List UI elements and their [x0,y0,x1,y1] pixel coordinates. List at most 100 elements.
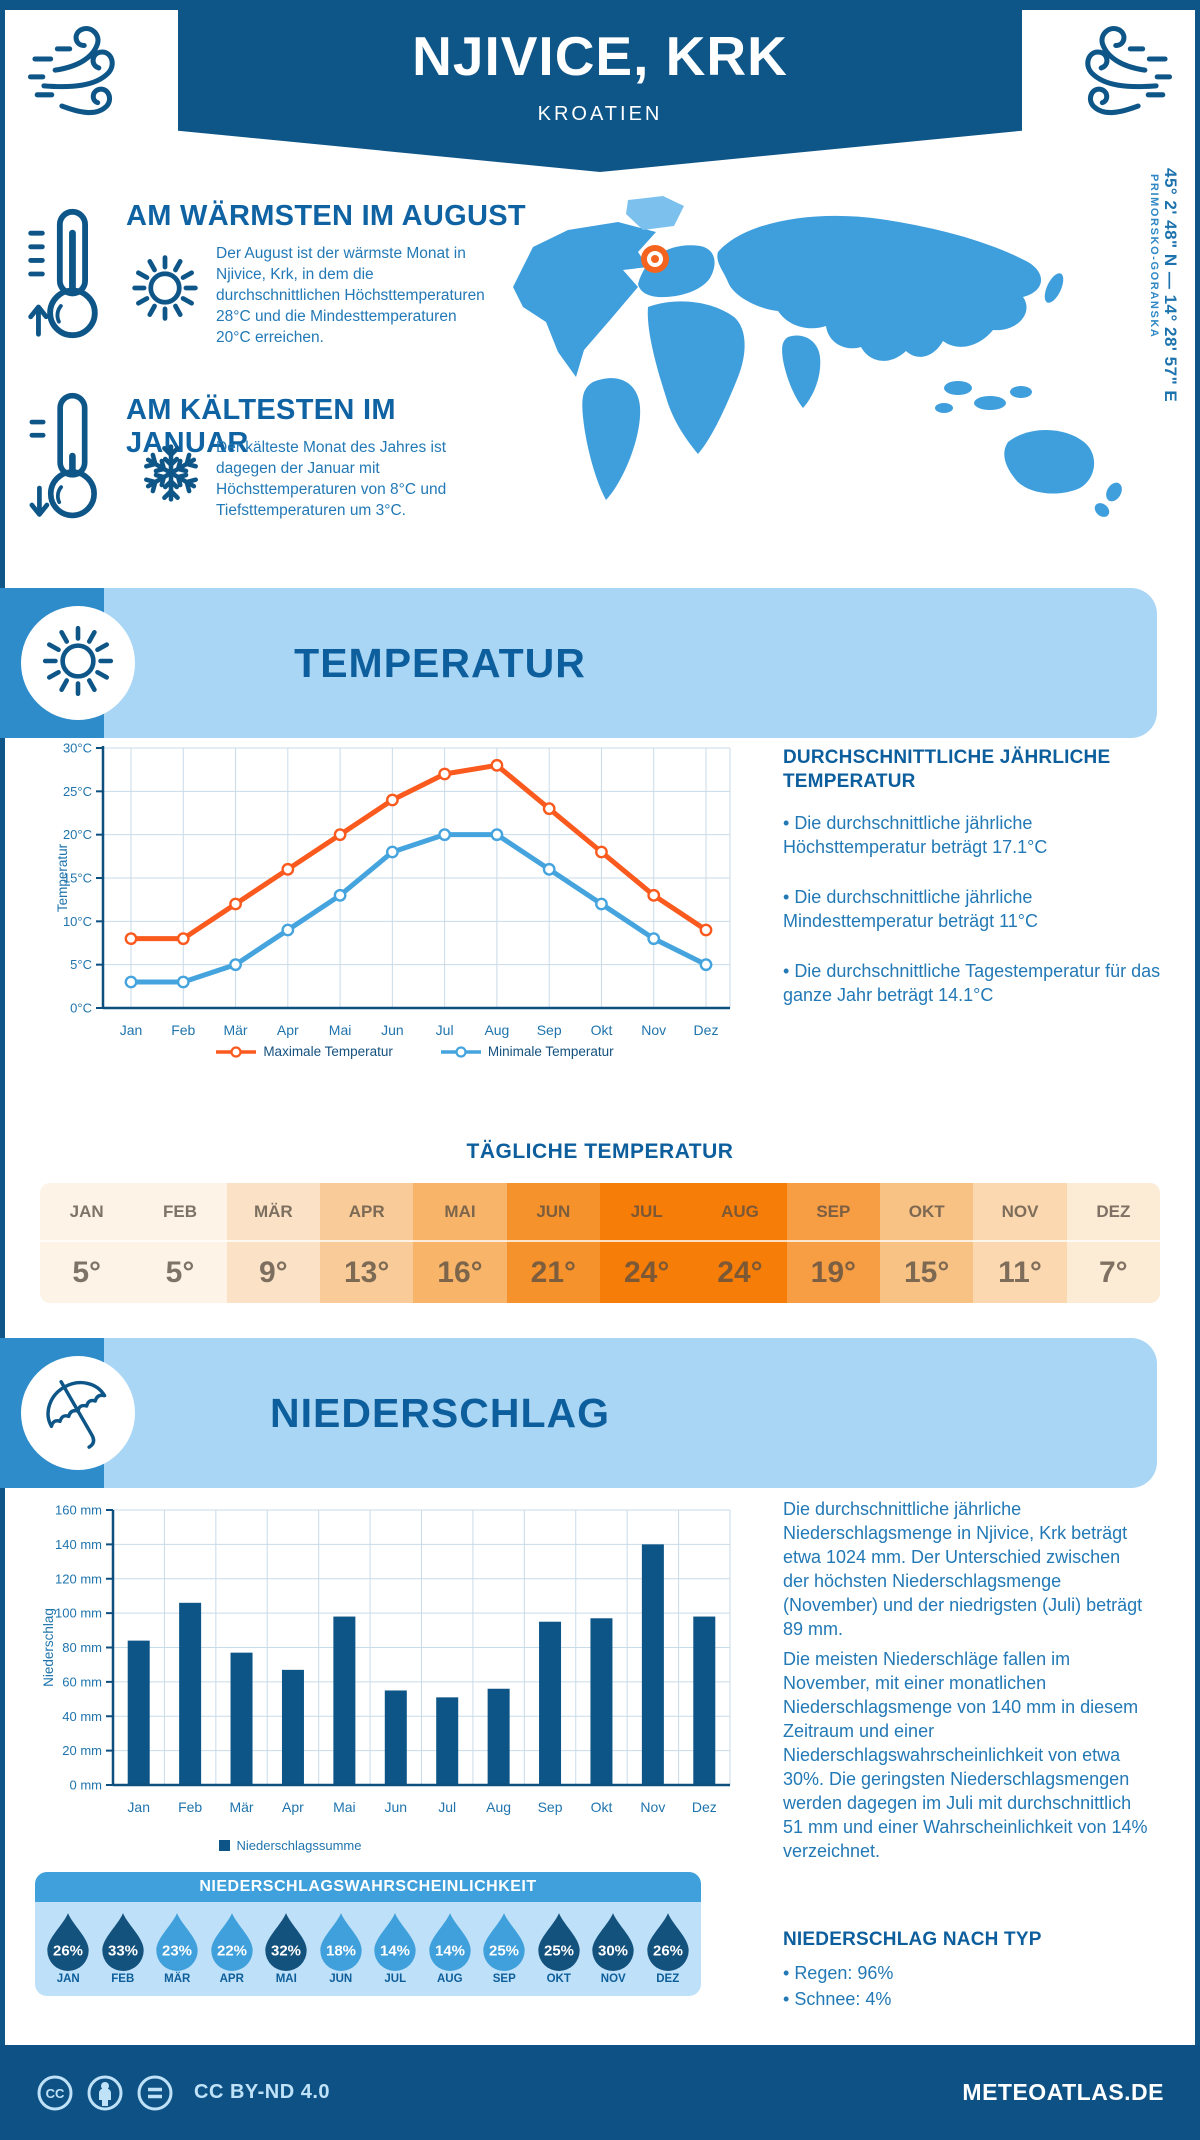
svg-text:100 mm: 100 mm [55,1606,102,1621]
svg-text:30%: 30% [598,1942,628,1959]
cc-by-icon [87,2075,123,2110]
precipitation-band [0,1338,1157,1488]
legend-square-icon [218,1840,230,1851]
svg-text:Apr: Apr [282,1799,304,1815]
temperature-band [0,588,1157,738]
svg-text:CC: CC [46,2086,65,2101]
daily-table-month: MAI [413,1183,507,1242]
svg-text:60 mm: 60 mm [62,1674,102,1689]
daily-table-value: 5° [40,1242,134,1303]
svg-text:26%: 26% [653,1942,683,1959]
daily-temperature-table: JAN FEB MÄR APR MAI JUN JUL AUG SEP OKT NOV DEZ 5° 5°… [40,1183,1160,1303]
daily-temperature-title: TÄGLICHE TEMPERATUR [466,1140,734,1163]
precipitation-probability-drop: 25% SEP [477,1911,532,1985]
precipitation-legend-label: Niederschlagssumme [236,1838,362,1853]
precipitation-type-heading: NIEDERSCHLAG NACH TYP [783,1929,1042,1950]
svg-text:14%: 14% [435,1942,465,1959]
page-title: NJIVICE, KRK [412,25,788,87]
site-name: METEOATLAS.DE [962,2079,1164,2105]
svg-text:120 mm: 120 mm [55,1571,102,1586]
annual-temperature-bullet: Die durchschnittliche jährliche Mindestt… [783,886,1165,934]
daily-table-value: 7° [1066,1242,1160,1303]
umbrella-icon [32,1365,124,1462]
coldest-text: Der kälteste Monat des Jahres ist dagege… [216,439,447,520]
temperature-section-title: TEMPERATUR [294,640,586,686]
daily-table-value: 11° [973,1242,1067,1303]
precipitation-paragraph-2: Die meisten Niederschläge fallen im Nove… [783,1649,1148,1861]
daily-table-value: 24° [600,1242,694,1303]
daily-table-value: 21° [506,1242,600,1303]
daily-table-month: FEB [133,1183,227,1242]
daily-table-value: 5° [133,1242,227,1303]
svg-text:Nov: Nov [641,1022,666,1038]
svg-text:80 mm: 80 mm [62,1640,102,1655]
svg-text:Jan: Jan [127,1799,150,1815]
svg-text:Sep: Sep [538,1799,563,1815]
svg-text:Okt: Okt [591,1022,613,1038]
frame-right [1195,0,1200,2140]
svg-text:23%: 23% [162,1942,192,1959]
wind-icon [1062,22,1174,134]
annual-temperature-bullet: Die durchschnittliche Tagestemperatur fü… [783,960,1165,1008]
temperature-line-chart: 0°C 5°C 10°C 15°C 20°C 25°C 30°C Jan Feb Mär Apr Ma… [25,740,745,1040]
svg-text:22%: 22% [217,1942,247,1959]
temperature-band-icon-circle [21,606,135,720]
daily-table-month: DEZ [1066,1183,1160,1242]
precipitation-probability-drop: 26% JAN [41,1911,96,1985]
precipitation-probability-drop: 30% NOV [586,1911,641,1985]
svg-text:20°C: 20°C [63,827,92,842]
svg-text:25%: 25% [489,1942,519,1959]
svg-text:25°C: 25°C [63,784,92,799]
svg-text:Temperatur: Temperatur [55,843,70,912]
daily-table-value: 9° [226,1242,320,1303]
daily-table-month: JAN [40,1183,134,1242]
thermometer-low-icon [24,390,118,522]
precipitation-type-list: Regen: 96%Schnee: 4% [783,1960,1163,2012]
annual-temperature-heading: DURCHSCHNITTLICHE JÄHRLICHE TEMPERATUR [783,747,1111,792]
legend-item: Minimale Temperatur [440,1044,614,1059]
svg-text:Dez: Dez [694,1022,719,1038]
daily-table-value: 24° [693,1242,787,1303]
precipitation-probability-title: NIEDERSCHLAGSWAHRSCHEINLICHKEIT [35,1872,701,1902]
svg-text:Jun: Jun [385,1799,408,1815]
svg-text:Aug: Aug [484,1022,509,1038]
svg-text:Jul: Jul [436,1022,454,1038]
svg-text:Nov: Nov [640,1799,665,1815]
svg-text:10°C: 10°C [63,914,92,929]
world-map [488,192,1143,527]
svg-text:20 mm: 20 mm [62,1743,102,1758]
precipitation-section-title: NIEDERSCHLAG [269,1390,611,1436]
daily-table-month: MÄR [226,1183,320,1242]
coordinates-block: 45° 2' 48" N — 14° 28' 57" E PRIMORSKO-G… [1118,168,1180,558]
svg-text:Niederschlag: Niederschlag [41,1608,56,1687]
svg-text:Mai: Mai [329,1022,352,1038]
cc-nd-icon [137,2075,173,2110]
svg-text:Okt: Okt [591,1799,613,1815]
precipitation-band-icon-circle [21,1356,135,1470]
precipitation-probability-drop: 14% JUL [368,1911,423,1985]
svg-text:Apr: Apr [277,1022,299,1038]
svg-text:Feb: Feb [178,1799,202,1815]
svg-text:5°C: 5°C [70,957,92,972]
page-subtitle: KROATIEN [537,103,663,125]
daily-table-value: 19° [786,1242,880,1303]
temperature-chart-legend: Maximale Temperatur Minimale Temperatur [130,1044,700,1059]
warmest-text: Der August ist der wärmste Monat in Njiv… [216,245,485,347]
precipitation-probability-drop: 32% MAI [259,1911,314,1985]
precipitation-bar-chart: 0 mm 20 mm 40 mm 60 mm 80 mm 100 mm 120 mm 140 … [25,1495,745,1825]
svg-text:160 mm: 160 mm [55,1503,102,1518]
region-text: PRIMORSKO-GORANSKA [1148,174,1160,339]
svg-text:14%: 14% [380,1942,410,1959]
daily-table-value: 16° [413,1242,507,1303]
precipitation-chart-legend: Niederschlagssumme [160,1838,420,1853]
sun-icon [37,620,119,707]
precipitation-probability-drop: 22% APR [205,1911,260,1985]
snowflake-icon [138,440,204,506]
svg-text:Mai: Mai [333,1799,356,1815]
precipitation-probability-drop: 33% FEB [96,1911,151,1985]
precipitation-paragraph-1: Die durchschnittliche jährliche Niedersc… [783,1499,1143,1639]
sun-icon [127,250,203,326]
daily-table-value: 15° [880,1242,974,1303]
precipitation-probability-drop: 18% JUN [314,1911,369,1985]
